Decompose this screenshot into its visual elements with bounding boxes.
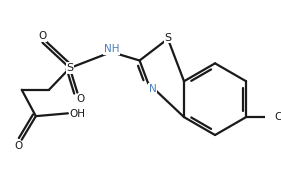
- Text: O: O: [15, 141, 23, 151]
- Text: OH: OH: [69, 109, 85, 119]
- Text: S: S: [66, 63, 73, 73]
- Text: O: O: [38, 31, 47, 41]
- Text: O: O: [76, 94, 84, 104]
- Text: NH: NH: [103, 44, 119, 54]
- Text: Cl: Cl: [274, 112, 281, 122]
- Text: S: S: [164, 33, 171, 43]
- Text: N: N: [149, 84, 157, 94]
